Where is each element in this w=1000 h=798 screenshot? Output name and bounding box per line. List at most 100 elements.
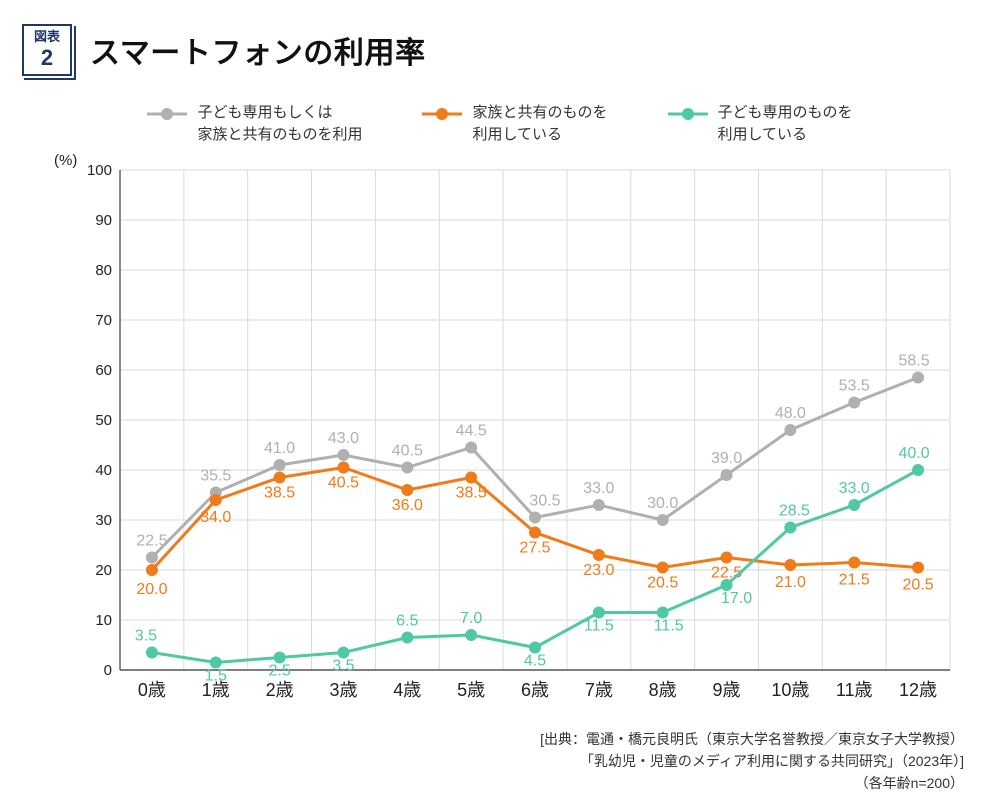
value-label-shared: 21.0 (775, 574, 806, 591)
value-label-any: 58.5 (899, 352, 930, 369)
value-label-own: 1.5 (205, 667, 227, 684)
footer-line-3: （各年齢n=200） (0, 772, 964, 794)
x-tick-label: 6歳 (521, 680, 549, 700)
series-point-own (401, 631, 413, 643)
value-label-any: 40.5 (392, 442, 423, 459)
legend-item-shared: 家族と共有のものを利用している (422, 102, 607, 146)
figure-badge: 図表 2 (22, 24, 72, 76)
series-point-any (721, 469, 733, 481)
x-tick-label: 8歳 (649, 680, 677, 700)
legend-label-own: 子ども専用のものを利用している (718, 102, 853, 146)
legend-label-any: 子ども専用もしくは家族と共有のものを利用 (197, 102, 362, 146)
y-tick-label: 40 (95, 462, 112, 479)
value-label-own: 3.5 (332, 657, 354, 674)
series-point-shared (721, 551, 733, 563)
series-point-own (784, 521, 796, 533)
value-label-any: 44.5 (456, 422, 487, 439)
series-point-shared (848, 556, 860, 568)
x-tick-label: 7歳 (585, 680, 613, 700)
x-tick-label: 12歳 (899, 680, 937, 700)
series-point-any (657, 514, 669, 526)
series-point-shared (146, 564, 158, 576)
series-point-own (912, 464, 924, 476)
page-title: スマートフォンの利用率 (90, 28, 426, 72)
value-label-own: 28.5 (779, 502, 810, 519)
line-chart: 01020304050607080901000歳1歳2歳3歳4歳5歳6歳7歳8歳… (30, 156, 970, 716)
value-label-any: 33.0 (583, 480, 614, 497)
y-tick-label: 70 (95, 312, 112, 329)
series-point-shared (657, 561, 669, 573)
value-label-any: 30.0 (647, 495, 678, 512)
x-tick-label: 10歳 (771, 680, 809, 700)
value-label-own: 40.0 (899, 445, 930, 462)
series-point-any (465, 441, 477, 453)
value-label-own: 7.0 (460, 610, 482, 627)
series-point-shared (274, 471, 286, 483)
series-point-any (337, 449, 349, 461)
x-tick-label: 2歳 (266, 680, 294, 700)
value-label-shared: 38.5 (264, 484, 295, 501)
y-tick-label: 0 (104, 662, 112, 679)
value-label-own: 3.5 (135, 627, 157, 644)
value-label-any: 22.5 (136, 532, 167, 549)
series-point-any (401, 461, 413, 473)
value-label-shared: 20.0 (136, 581, 167, 598)
series-point-own (146, 646, 158, 658)
series-point-shared (912, 561, 924, 573)
value-label-shared: 34.0 (200, 509, 231, 526)
y-tick-label: 50 (95, 412, 112, 429)
legend-label-shared: 家族と共有のものを利用している (472, 102, 607, 146)
footer-credits: [出典：電通・橋元良明氏（東京大学名誉教授／東京女子大学教授） 「乳幼児・児童の… (0, 716, 1000, 795)
value-label-shared: 36.0 (392, 497, 423, 514)
y-axis-unit: (%) (54, 152, 77, 169)
series-point-any (593, 499, 605, 511)
series-point-shared (210, 494, 222, 506)
value-label-shared: 20.5 (647, 574, 678, 591)
value-label-shared: 22.5 (711, 564, 742, 581)
legend-marker-own (668, 106, 708, 122)
value-label-own: 33.0 (839, 480, 870, 497)
value-label-shared: 38.5 (456, 484, 487, 501)
series-point-shared (784, 559, 796, 571)
legend-marker-any (147, 106, 187, 122)
value-label-shared: 40.5 (328, 474, 359, 491)
value-label-shared: 23.0 (583, 562, 614, 579)
series-point-shared (337, 461, 349, 473)
badge-line1: 図表 (34, 30, 60, 45)
legend-item-any: 子ども専用もしくは家族と共有のものを利用 (147, 102, 362, 146)
y-tick-label: 90 (95, 212, 112, 229)
value-label-shared: 21.5 (839, 571, 870, 588)
y-tick-label: 30 (95, 512, 112, 529)
value-label-shared: 20.5 (903, 576, 934, 593)
value-label-any: 35.5 (200, 467, 231, 484)
series-point-own (465, 629, 477, 641)
y-tick-label: 80 (95, 262, 112, 279)
series-point-shared (401, 484, 413, 496)
x-tick-label: 3歳 (329, 680, 357, 700)
x-tick-label: 0歳 (138, 680, 166, 700)
y-tick-label: 10 (95, 612, 112, 629)
value-label-own: 6.5 (396, 612, 418, 629)
series-point-any (274, 459, 286, 471)
x-tick-label: 11歳 (836, 680, 873, 700)
y-tick-label: 100 (87, 162, 112, 179)
series-point-shared (529, 526, 541, 538)
x-tick-label: 5歳 (457, 680, 485, 700)
series-point-shared (593, 549, 605, 561)
series-point-own (848, 499, 860, 511)
series-point-any (848, 396, 860, 408)
y-tick-label: 60 (95, 362, 112, 379)
value-label-own: 11.5 (584, 617, 614, 634)
legend-item-own: 子ども専用のものを利用している (668, 102, 853, 146)
series-point-any (146, 551, 158, 563)
x-tick-label: 9歳 (713, 680, 741, 700)
value-label-own: 4.5 (524, 652, 546, 669)
value-label-any: 48.0 (775, 405, 806, 422)
value-label-any: 30.5 (529, 492, 560, 509)
series-point-shared (465, 471, 477, 483)
footer-line-1: [出典：電通・橋元良明氏（東京大学名誉教授／東京女子大学教授） (0, 728, 964, 750)
value-label-own: 11.5 (654, 617, 684, 634)
legend-marker-shared (422, 106, 462, 122)
series-point-any (529, 511, 541, 523)
legend: 子ども専用もしくは家族と共有のものを利用 家族と共有のものを利用している 子ども専用… (0, 76, 1000, 152)
